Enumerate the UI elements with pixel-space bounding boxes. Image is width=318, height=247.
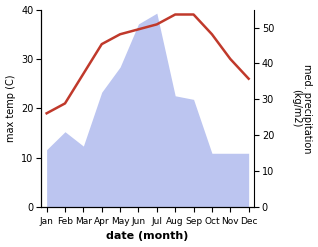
Y-axis label: max temp (C): max temp (C) — [5, 75, 16, 142]
Y-axis label: med. precipitation
(kg/m2): med. precipitation (kg/m2) — [291, 64, 313, 153]
X-axis label: date (month): date (month) — [107, 231, 189, 242]
